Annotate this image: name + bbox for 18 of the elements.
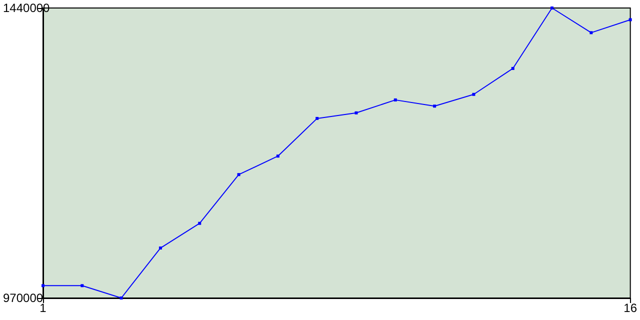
point [198,222,202,225]
point [237,173,240,176]
point [120,296,123,300]
point [354,111,358,114]
y-tick-label: 1440000 [3,1,50,15]
point [42,284,44,288]
point [590,31,593,34]
point [80,284,84,288]
point [394,98,397,102]
x-tick-label: 16 [624,301,638,315]
point [433,104,436,108]
point [158,246,162,250]
point [628,18,632,22]
point [550,6,554,10]
point [316,116,319,120]
point [472,92,476,96]
point [276,154,280,158]
point [511,66,514,70]
